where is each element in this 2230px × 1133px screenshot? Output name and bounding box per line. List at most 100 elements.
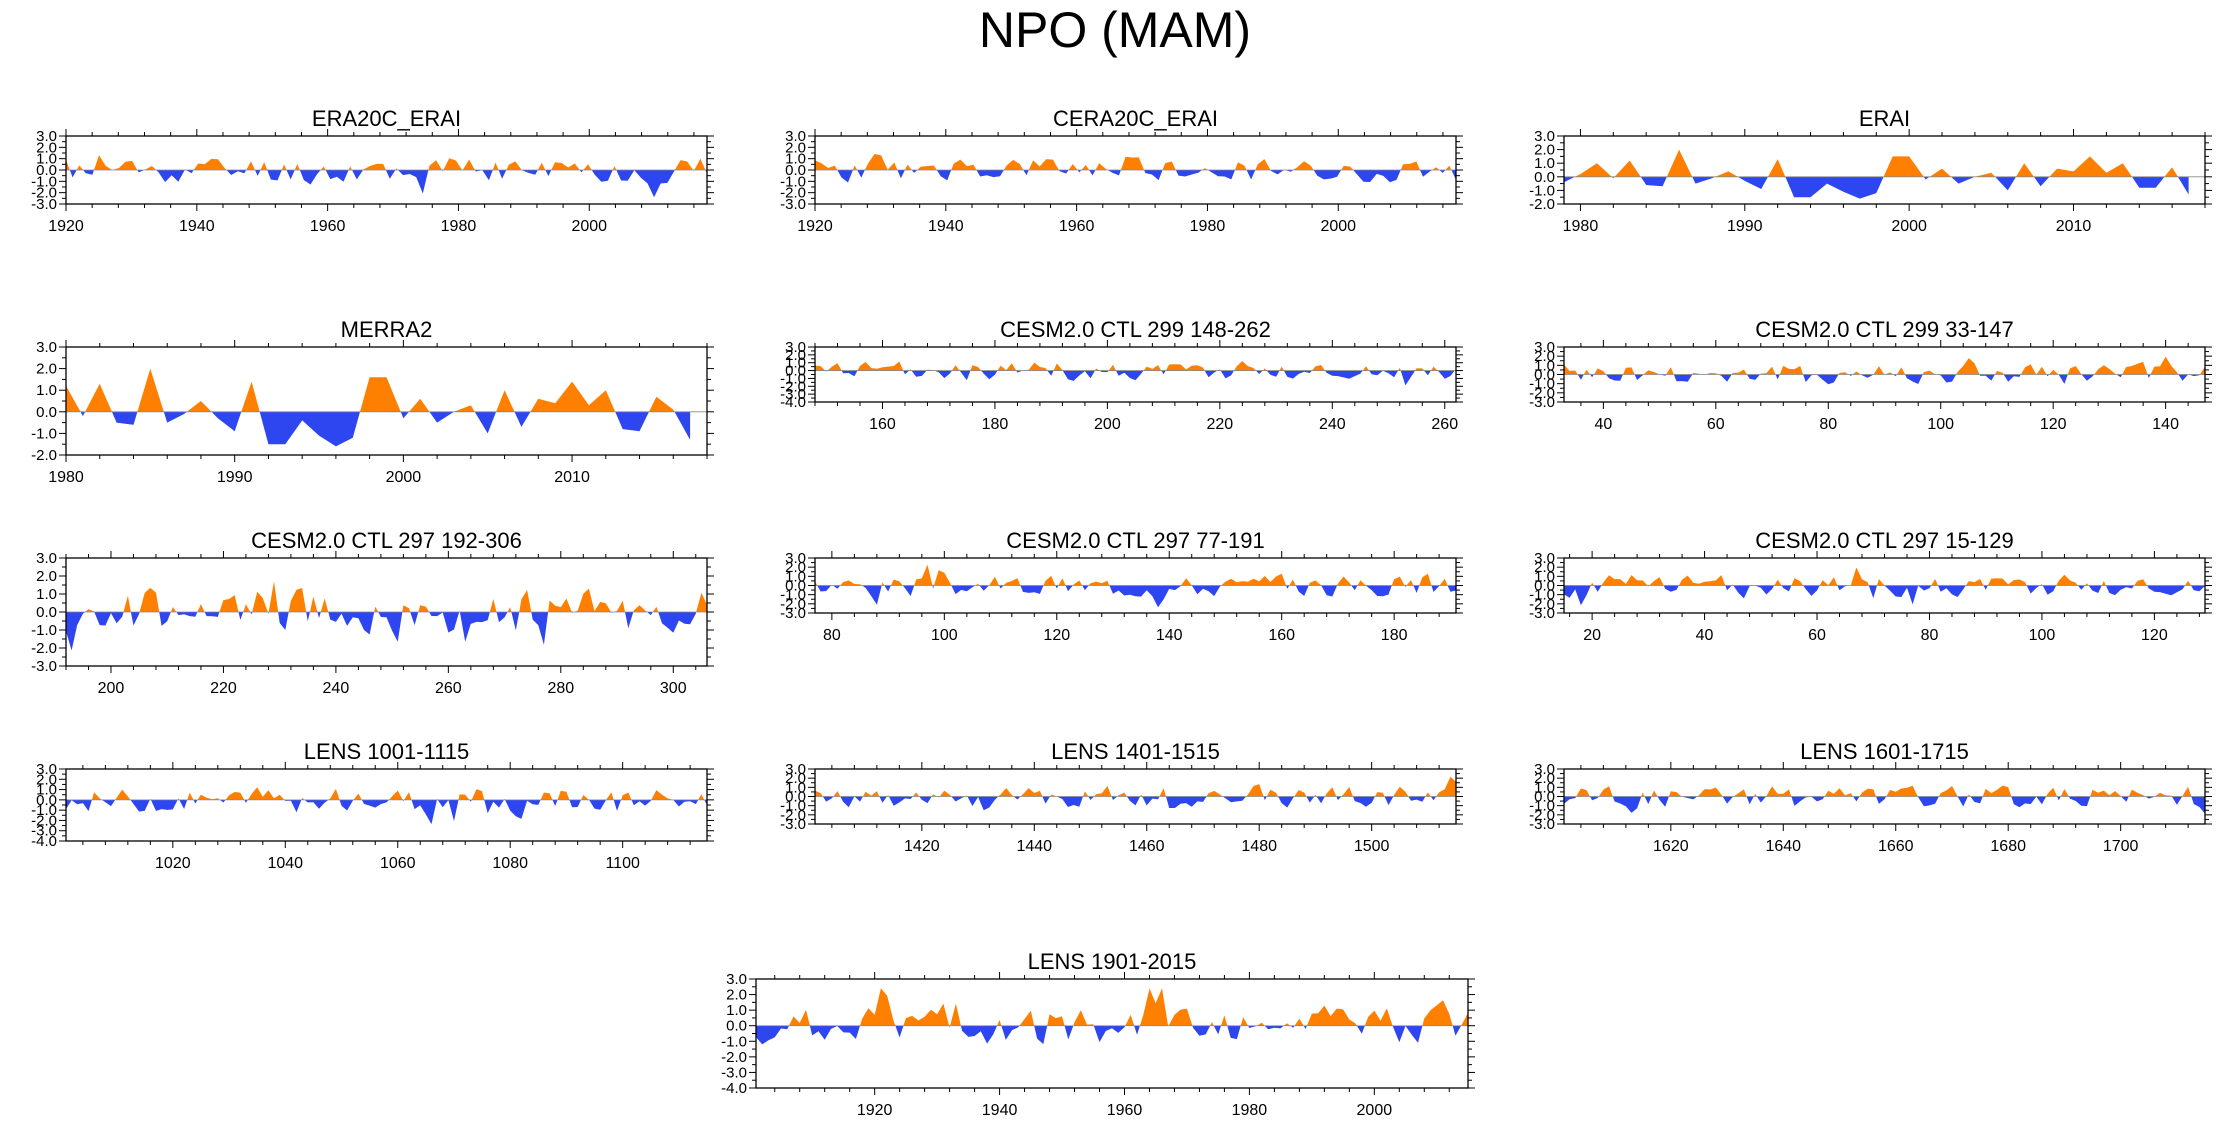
y-tick-label: 1.0 [785, 779, 806, 796]
x-tick-label: 1990 [217, 469, 253, 486]
panel-title: MERRA2 [341, 317, 433, 342]
y-tick-label: 3.0 [785, 128, 806, 145]
x-tick-label: 1920 [857, 1102, 893, 1119]
y-tick-label: 2.0 [1534, 559, 1555, 576]
x-tick-label: 80 [823, 627, 841, 644]
x-tick-label: 80 [1921, 627, 1939, 644]
y-tick-label: 1.0 [36, 586, 57, 603]
x-tick-label: 200 [1094, 416, 1121, 433]
y-tick-label: -2.0 [780, 378, 806, 395]
y-tick-label: -1.0 [1529, 798, 1555, 815]
y-tick-label: -2.0 [780, 596, 806, 613]
negative-area [825, 370, 1455, 386]
panel-4: CESM2.0 CTL 299 148-2623.02.01.00.0-1.0-… [780, 317, 1463, 433]
y-tick-label: -1.0 [1529, 376, 1555, 393]
x-tick-label: 260 [435, 680, 462, 697]
positive-area [815, 154, 1452, 170]
x-tick-label: 1500 [1354, 838, 1390, 855]
x-tick-label: 1080 [492, 855, 528, 872]
x-tick-label: 300 [660, 680, 687, 697]
y-tick-label: -2.0 [31, 185, 57, 202]
plot-frame [755, 978, 1469, 1089]
y-tick-label: -1.0 [31, 802, 57, 819]
y-tick-label: -3.0 [780, 816, 806, 833]
x-tick-label: 140 [1156, 627, 1183, 644]
x-tick-label: 200 [98, 680, 125, 697]
x-tick-label: 1920 [797, 218, 833, 235]
y-tick-label: -3.0 [31, 196, 57, 213]
y-tick-label: 1.0 [36, 382, 57, 399]
x-tick-label: 40 [1696, 627, 1714, 644]
x-tick-label: 1040 [267, 855, 303, 872]
x-tick-label: 80 [1819, 416, 1837, 433]
x-tick-label: 180 [982, 416, 1009, 433]
panel-8: CESM2.0 CTL 297 15-129 3.02.01.00.0-1.0-2… [1529, 528, 2212, 644]
x-tick-label: 1100 [605, 855, 640, 872]
y-tick-label: -2.0 [1529, 596, 1555, 613]
y-tick-label: 0.0 [726, 1018, 747, 1035]
y-tick-label: 2.0 [785, 347, 806, 364]
y-tick-label: -3.0 [780, 196, 806, 213]
y-tick-label: 2.0 [36, 568, 57, 585]
panel-title: CESM2.0 CTL 297 192-306 [251, 528, 522, 553]
panel-10: LENS 1401-1515 3.02.01.00.0-1.0-2.0-3.0 14… [780, 739, 1463, 855]
panel-11: LENS 1601-1715 3.02.01.00.0-1.0-2.0-3.0 16… [1529, 739, 2212, 855]
y-tick-label: 0.0 [36, 792, 57, 809]
x-tick-label: 180 [1381, 627, 1408, 644]
x-tick-label: 1960 [310, 218, 346, 235]
x-tick-label: 220 [210, 680, 237, 697]
y-tick-label: -3.0 [1529, 394, 1555, 411]
x-tick-label: 120 [1043, 627, 1070, 644]
y-tick-label: -3.0 [1529, 816, 1555, 833]
y-tick-label: 2.0 [1534, 142, 1555, 159]
plot-frame [1563, 135, 2206, 205]
positive-area [1575, 149, 2178, 177]
x-tick-label: 1020 [155, 855, 191, 872]
y-tick-label: 1.0 [36, 151, 57, 168]
x-tick-label: 1620 [1653, 838, 1689, 855]
x-tick-label: 2000 [1320, 218, 1356, 235]
panel-title: CESM2.0 CTL 297 15-129 [1755, 528, 2013, 553]
x-tick-label: 1980 [1563, 218, 1599, 235]
positive-area [66, 368, 675, 412]
positive-area [789, 988, 1468, 1026]
y-tick-label: 0.0 [785, 578, 806, 595]
x-tick-label: 1680 [1990, 838, 2026, 855]
y-tick-label: 0.0 [1534, 169, 1555, 186]
x-tick-label: 240 [1319, 416, 1346, 433]
x-tick-label: 2000 [571, 218, 607, 235]
y-tick-label: -3.0 [780, 605, 806, 622]
x-tick-label: 100 [931, 627, 958, 644]
panel-7: CESM2.0 CTL 297 77-191 3.02.01.00.0-1.0-2… [780, 528, 1463, 644]
y-tick-label: 1.0 [785, 568, 806, 585]
panel-title: LENS 1901-2015 [1028, 949, 1197, 974]
y-tick-label: 2.0 [785, 770, 806, 787]
y-tick-label: 3.0 [785, 550, 806, 567]
y-tick-label: 3.0 [1534, 550, 1555, 567]
positive-area [66, 155, 706, 170]
y-tick-label: 3.0 [36, 339, 57, 356]
x-tick-label: 60 [1808, 627, 1826, 644]
y-tick-label: 0.0 [36, 604, 57, 621]
x-tick-label: 1980 [48, 469, 84, 486]
positive-area [1590, 567, 2191, 586]
x-tick-label: 1640 [1765, 838, 1801, 855]
y-tick-label: -1.0 [1529, 587, 1555, 604]
y-tick-label: -1.0 [780, 587, 806, 604]
x-tick-label: 40 [1594, 416, 1612, 433]
y-tick-label: -1.0 [1529, 182, 1555, 199]
panel-1: CERA20C_ERAI 3.02.01.00.0-1.0-2.0-3.0 1920… [780, 106, 1463, 235]
x-tick-label: 1940 [982, 1102, 1018, 1119]
y-tick-label: -1.0 [31, 425, 57, 442]
y-tick-label: 0.0 [1534, 789, 1555, 806]
x-tick-label: 120 [2040, 416, 2067, 433]
y-tick-label: -4.0 [31, 833, 57, 850]
y-tick-label: 3.0 [1534, 339, 1555, 356]
x-tick-label: 140 [2152, 416, 2179, 433]
x-tick-label: 60 [1707, 416, 1725, 433]
y-tick-label: 2.0 [1534, 770, 1555, 787]
x-tick-label: 1980 [1232, 1102, 1268, 1119]
panel-5: CESM2.0 CTL 299 33-147 3.02.01.00.0-1.0-2… [1529, 317, 2212, 433]
y-tick-label: 0.0 [785, 789, 806, 806]
y-tick-label: 0.0 [1534, 578, 1555, 595]
